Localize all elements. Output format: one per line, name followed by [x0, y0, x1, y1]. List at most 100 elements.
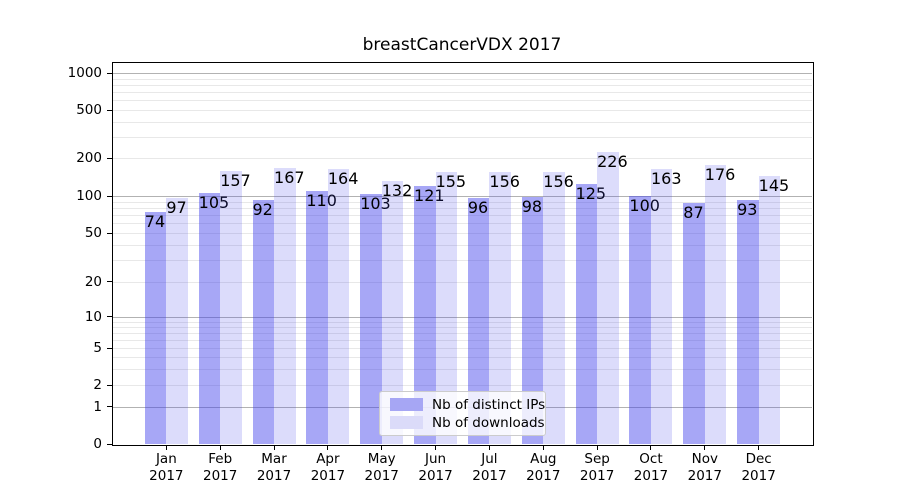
x-tick-label: Nov 2017: [675, 451, 735, 485]
x-tick-month: Apr: [316, 451, 340, 467]
legend-row-distinct-ips: Nb of distinct IPs: [380, 397, 545, 413]
bar-downloads: 97: [166, 197, 188, 444]
x-tick-month: Dec: [745, 451, 772, 467]
x-tick-year: 2017: [526, 468, 561, 484]
plot-border: [112, 62, 814, 446]
bar-distinct-ips: 92: [252, 200, 275, 444]
x-tick-mark: [219, 445, 221, 450]
x-tick-month: Oct: [639, 451, 663, 467]
minor-gridline: [113, 348, 812, 350]
minor-gridline: [113, 208, 812, 209]
x-tick-year: 2017: [364, 468, 399, 484]
x-tick-label: Oct 2017: [621, 451, 681, 485]
minor-gridline: [113, 100, 812, 102]
minor-gridline: [113, 85, 812, 87]
x-tick-mark: [488, 445, 490, 450]
minor-gridline: [113, 215, 812, 217]
y-tick-label: 5: [93, 340, 102, 357]
y-tick-mark: [107, 157, 113, 159]
y-tick-mark: [107, 72, 113, 74]
x-tick-mark: [381, 445, 383, 450]
x-tick-month: Sep: [584, 451, 610, 467]
x-tick-label: Jan 2017: [136, 451, 196, 485]
y-tick-mark: [107, 281, 113, 283]
x-tick-year: 2017: [579, 468, 615, 484]
y-tick-label: 0: [93, 436, 102, 452]
x-tick-label: Apr 2017: [298, 451, 358, 485]
x-tick-label: Jul 2017: [459, 451, 519, 485]
major-gridline: [113, 73, 812, 75]
x-tick-month: Jul: [481, 451, 498, 467]
x-tick-month: Jan: [155, 451, 177, 467]
x-tick-mark: [327, 445, 329, 450]
x-tick-year: 2017: [310, 468, 346, 484]
legend-swatch-distinct-ips: [390, 398, 423, 411]
x-tick-mark: [704, 445, 706, 450]
x-tick-label: Jun 2017: [406, 451, 466, 485]
minor-gridline: [113, 332, 812, 334]
y-tick-label: 100: [76, 188, 102, 204]
minor-gridline: [113, 326, 812, 328]
bar-distinct-ips: 98: [521, 197, 544, 444]
x-tick-mark: [596, 445, 598, 450]
minor-gridline: [113, 233, 812, 235]
x-tick-month: May: [367, 451, 396, 467]
y-tick-label: 1000: [67, 65, 102, 82]
y-tick-label: 1: [93, 398, 102, 415]
minor-gridline: [113, 121, 812, 123]
y-tick-mark: [107, 443, 113, 445]
minor-gridline: [113, 110, 812, 111]
x-tick-mark: [542, 445, 544, 450]
minor-gridline: [113, 245, 812, 247]
y-tick-mark: [107, 316, 113, 318]
major-gridline: [113, 316, 812, 318]
minor-gridline: [113, 260, 812, 262]
x-tick-label: Feb 2017: [190, 451, 250, 485]
y-tick-label: 10: [84, 308, 102, 325]
y-tick-label: 2: [93, 377, 102, 393]
x-tick-label: Mar 2017: [244, 451, 304, 485]
plot-area: 74 97 105 157 92 167 110 164 103 132 121 155 96 156 98…: [113, 63, 812, 444]
y-tick-label: 500: [76, 102, 102, 118]
minor-gridline: [113, 92, 812, 94]
y-tick-mark: [107, 195, 113, 197]
x-tick-year: 2017: [203, 468, 238, 484]
x-tick-mark: [273, 445, 275, 450]
minor-gridline: [113, 158, 812, 160]
x-tick-month: Nov: [691, 451, 718, 467]
minor-gridline: [113, 385, 812, 386]
minor-gridline: [113, 281, 812, 283]
x-tick-mark: [650, 445, 652, 450]
legend-swatch-downloads: [390, 416, 423, 429]
x-tick-label: Dec 2017: [729, 451, 789, 485]
y-tick-label: 20: [84, 273, 102, 290]
x-tick-label: Sep 2017: [567, 451, 627, 485]
x-tick-month: Jun: [425, 451, 447, 467]
x-tick-month: Aug: [530, 451, 557, 467]
y-tick-label: 200: [76, 150, 102, 167]
minor-gridline: [113, 78, 812, 80]
x-tick-year: 2017: [741, 468, 776, 484]
x-tick-mark: [165, 445, 167, 450]
bar-distinct-ips: 74: [144, 212, 167, 444]
minor-gridline: [113, 321, 812, 323]
y-tick-mark: [107, 109, 113, 111]
x-tick-year: 2017: [472, 468, 507, 484]
x-tick-mark: [435, 445, 437, 450]
bar-distinct-ips: 87: [683, 203, 705, 444]
bar-distinct-ips: 93: [737, 199, 759, 444]
x-tick-month: Feb: [208, 451, 233, 467]
x-tick-year: 2017: [418, 468, 453, 484]
minor-gridline: [113, 357, 812, 359]
y-tick-mark: [107, 384, 113, 386]
x-tick-label: Aug 2017: [513, 451, 573, 485]
legend-label-downloads: Nb of downloads: [432, 414, 545, 431]
bar-distinct-ips: 96: [467, 198, 490, 444]
x-tick-label: May 2017: [352, 451, 412, 485]
y-tick-mark: [107, 406, 113, 408]
chart-title: breastCancerVDX 2017: [362, 35, 562, 55]
legend: Nb of distinct IPs Nb of downloads: [379, 391, 546, 436]
x-tick-year: 2017: [256, 468, 292, 484]
minor-gridline: [113, 136, 812, 138]
